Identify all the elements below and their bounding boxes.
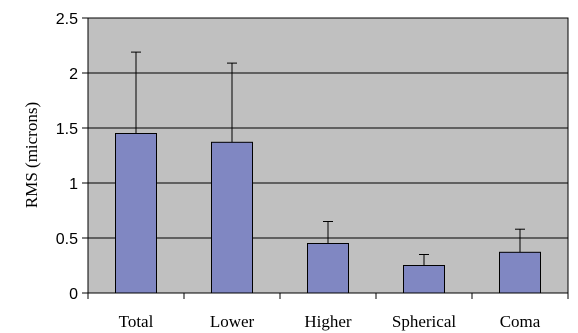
y-tick-label: 1.5: [56, 121, 78, 138]
y-tick-label: 2.5: [56, 11, 78, 28]
bars: [115, 133, 541, 294]
x-category-label: Lower: [210, 312, 255, 331]
y-tick-labels: 0 0.5 1 1.5 2 2.5: [56, 11, 78, 303]
bar: [499, 251, 541, 294]
y-tick-label: 0: [69, 286, 78, 303]
gridlines: [88, 17, 568, 239]
bar: [403, 265, 445, 294]
bar: [307, 243, 349, 294]
x-tick-labels: Total Lower Higher Spherical Coma: [119, 312, 541, 331]
x-category-label: Coma: [500, 312, 541, 331]
axes: [82, 17, 569, 299]
y-axis-title: RMS (microns): [22, 102, 41, 208]
y-tick-label: 2: [69, 66, 78, 83]
error-bars: [131, 51, 525, 266]
x-category-label: Total: [119, 312, 154, 331]
y-tick-label: 0.5: [56, 231, 78, 248]
x-category-label: Spherical: [392, 312, 456, 331]
y-tick-label: 1: [69, 176, 78, 193]
bar: [115, 133, 157, 294]
x-category-label: Higher: [304, 312, 352, 331]
bar: [211, 141, 253, 294]
